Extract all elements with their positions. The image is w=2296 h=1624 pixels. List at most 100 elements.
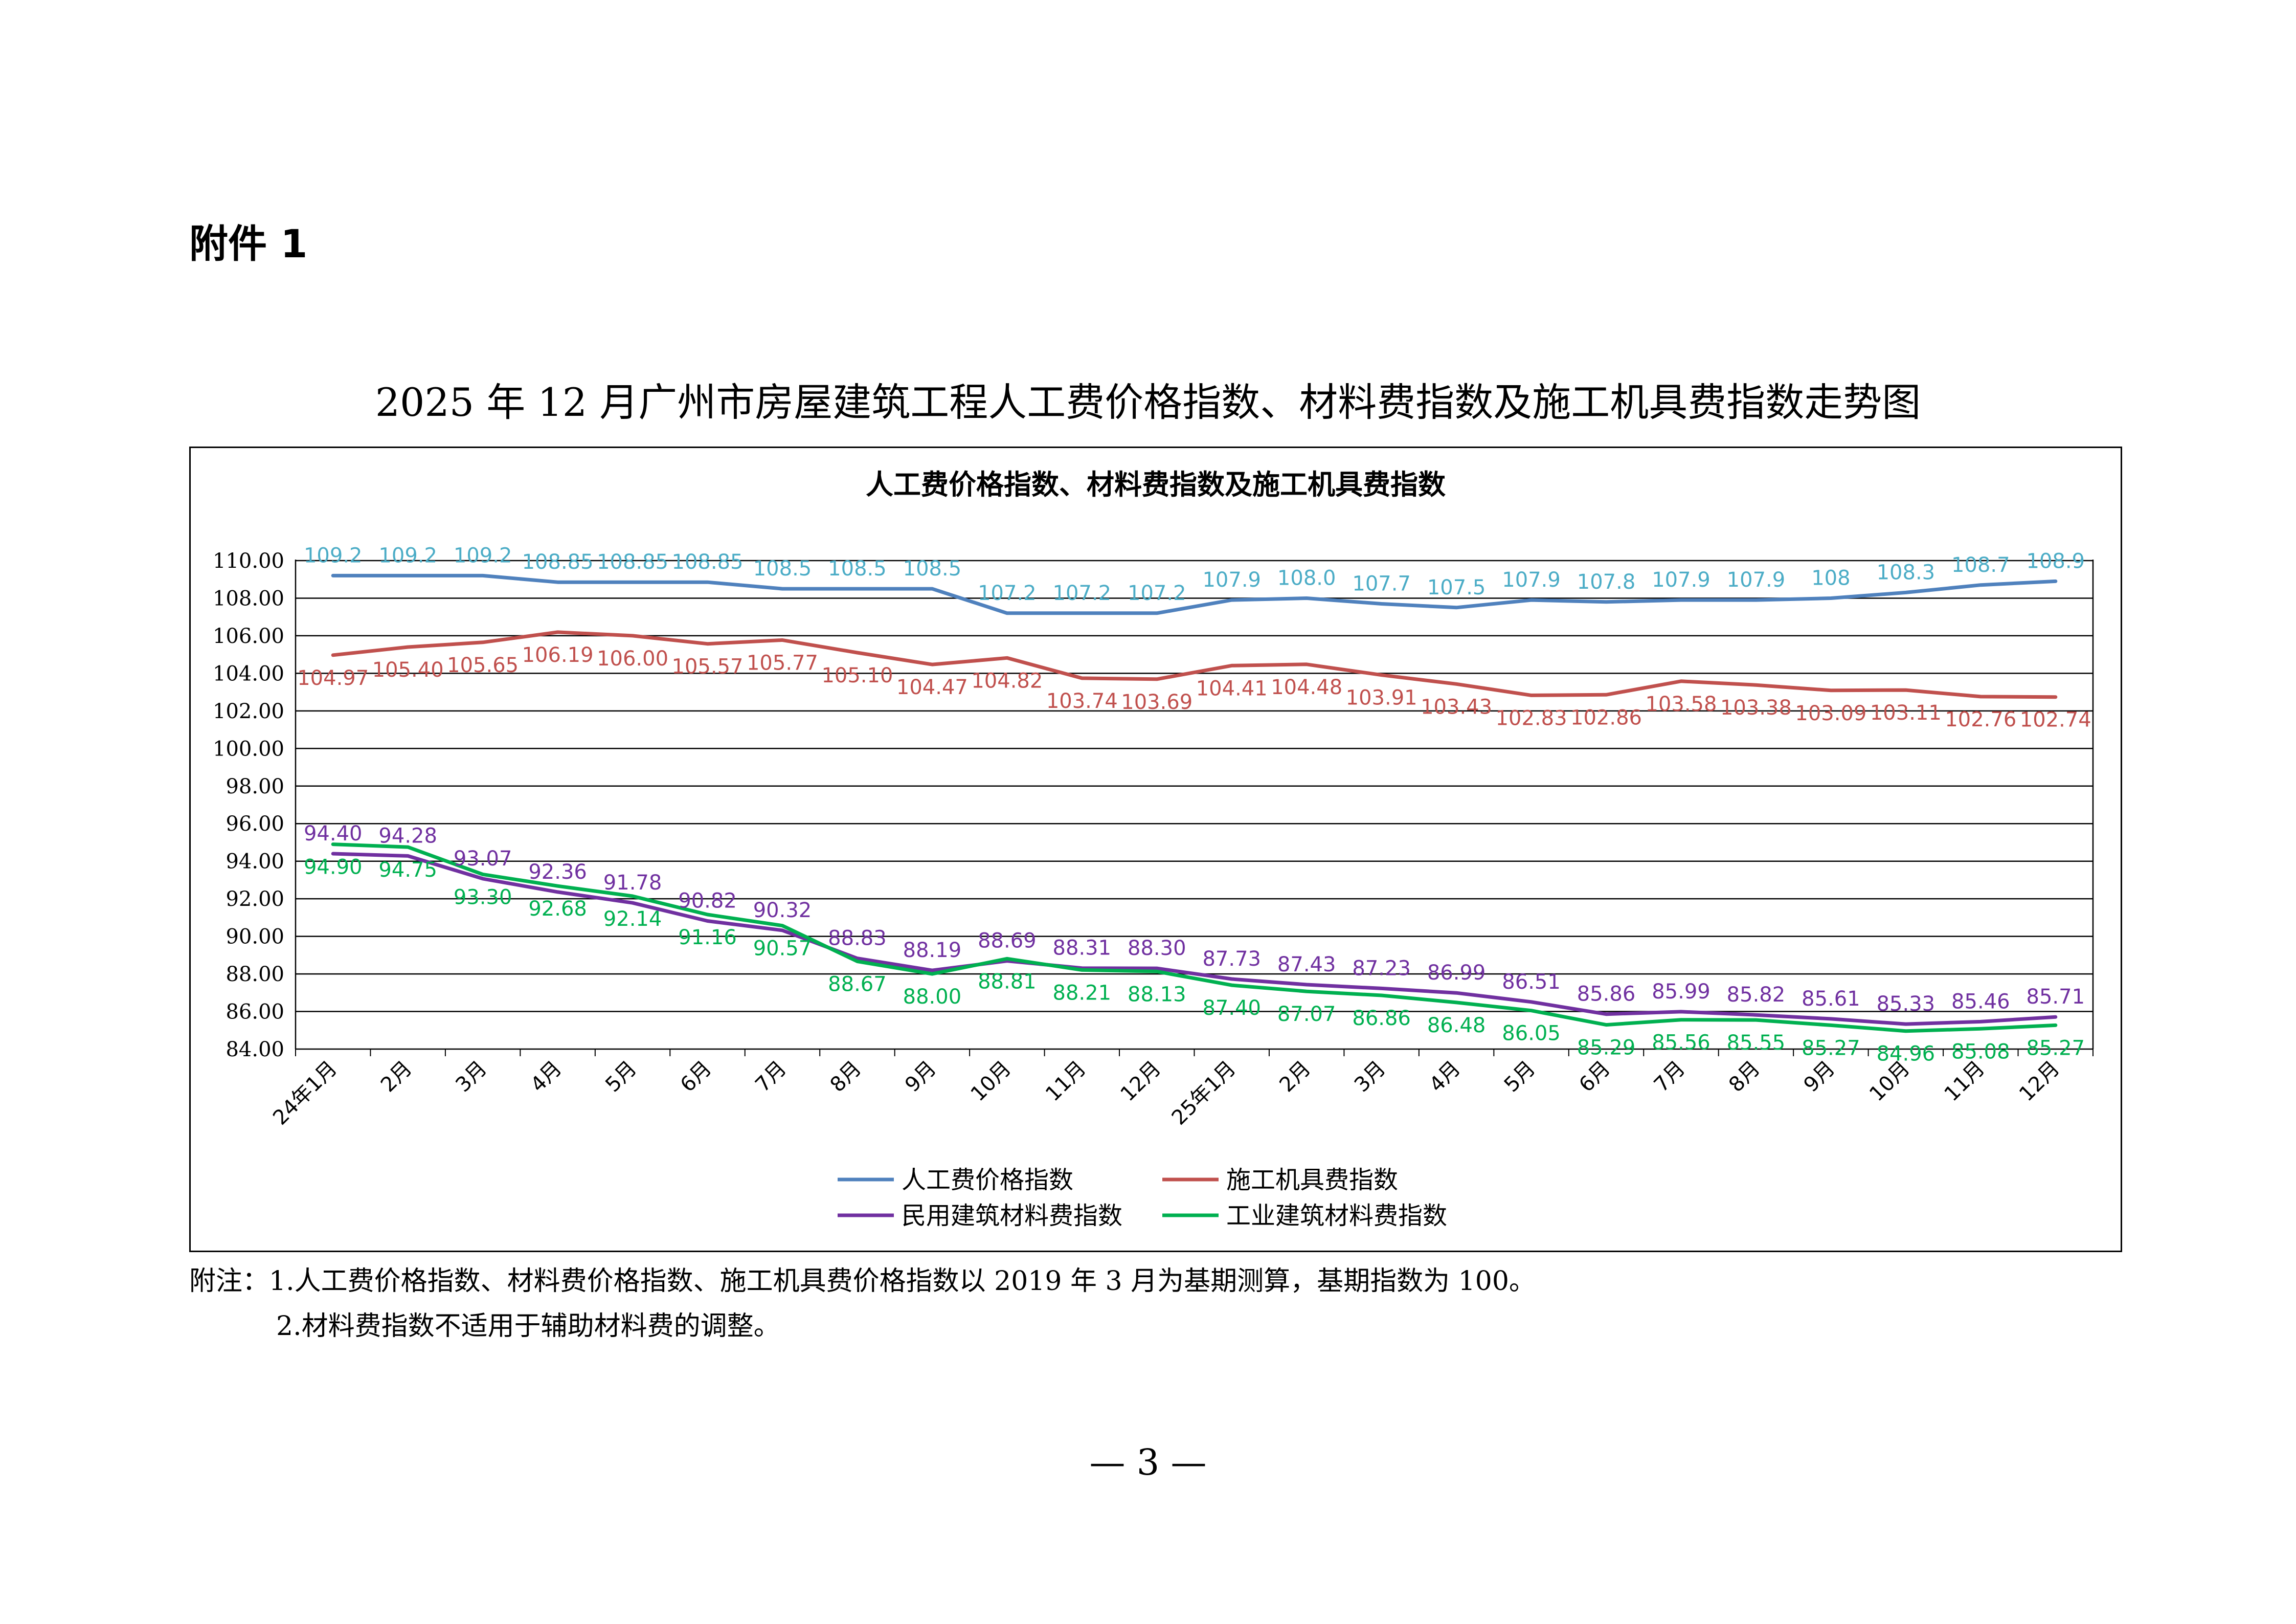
document-title: 2025 年 12 月广州市房屋建筑工程人工费价格指数、材料费指数及施工机具费指… — [375, 380, 1921, 425]
data-label: 102.74 — [2020, 708, 2091, 732]
data-label: 91.78 — [603, 871, 662, 895]
data-label: 107.2 — [1053, 582, 1112, 605]
data-label: 85.86 — [1577, 983, 1636, 1006]
series-line-2 — [331, 852, 2058, 1026]
data-label: 102.83 — [1496, 706, 1567, 730]
data-label: 105.40 — [372, 658, 444, 682]
y-tick-label: 92.00 — [226, 887, 284, 911]
line-chart: 人工费价格指数、材料费指数及施工机具费指数 84.00 86.00 88.00 90.… — [213, 469, 2094, 1230]
data-label: 108 — [1811, 566, 1850, 590]
data-label: 88.67 — [828, 972, 887, 996]
data-label: 85.27 — [2027, 1036, 2085, 1060]
data-label: 92.68 — [528, 897, 587, 921]
data-label: 103.69 — [1121, 691, 1192, 714]
x-tick-label: 12月 — [1116, 1057, 1166, 1106]
y-tick-label: 86.00 — [226, 1000, 284, 1024]
data-label: 108.5 — [753, 557, 812, 581]
data-label: 104.82 — [971, 669, 1043, 693]
x-tick-label: 2月 — [1275, 1057, 1315, 1097]
data-label: 103.09 — [1795, 702, 1866, 725]
data-label: 103.58 — [1645, 693, 1717, 716]
y-tick-label: 88.00 — [226, 963, 284, 986]
data-label: 106.00 — [597, 647, 668, 671]
data-label: 94.40 — [304, 822, 363, 846]
data-label: 103.74 — [1046, 689, 1118, 713]
data-label: 85.27 — [1802, 1036, 1860, 1060]
y-tick-label: 108.00 — [213, 587, 284, 610]
data-label: 108.5 — [828, 557, 887, 581]
data-label: 92.36 — [528, 860, 587, 884]
data-label: 90.82 — [678, 889, 737, 913]
x-tick-label: 10月 — [966, 1057, 1016, 1106]
data-label: 88.19 — [903, 939, 962, 962]
data-label: 94.28 — [378, 824, 437, 848]
y-tick-label: 98.00 — [226, 775, 284, 798]
y-tick-label: 96.00 — [226, 812, 284, 836]
data-label: 87.43 — [1277, 953, 1336, 976]
data-label: 88.00 — [903, 985, 962, 1009]
data-label: 94.75 — [378, 858, 437, 882]
data-label: 85.08 — [1951, 1040, 2010, 1063]
y-tick-label: 90.00 — [226, 925, 284, 949]
data-label: 85.56 — [1652, 1031, 1710, 1055]
chart-frame: 人工费价格指数、材料费指数及施工机具费指数 84.00 86.00 88.00 90.… — [189, 447, 2122, 1252]
data-label: 107.2 — [1128, 582, 1186, 605]
data-label: 91.16 — [678, 926, 737, 949]
data-label: 94.90 — [304, 856, 363, 879]
data-label: 108.85 — [522, 550, 594, 574]
data-label: 88.81 — [978, 970, 1037, 993]
data-label: 103.38 — [1720, 696, 1792, 720]
data-label: 87.73 — [1202, 947, 1261, 971]
x-tick-label: 11月 — [1940, 1057, 1990, 1106]
y-axis: 84.00 86.00 88.00 90.00 92.00 94.00 96.00 98.00… — [213, 549, 284, 1061]
x-tick-label: 7月 — [751, 1057, 791, 1097]
data-label: 107.7 — [1352, 572, 1411, 595]
data-label: 107.2 — [978, 582, 1037, 605]
data-label: 93.30 — [454, 885, 512, 909]
data-label: 103.43 — [1421, 695, 1492, 719]
data-label: 108.7 — [1951, 553, 2010, 577]
x-tick-label: 3月 — [1350, 1057, 1390, 1097]
y-tick-label: 100.00 — [213, 737, 284, 761]
series-line-0 — [331, 573, 2058, 615]
data-label: 93.07 — [454, 847, 512, 871]
x-tick-label: 24年1月 — [268, 1057, 342, 1130]
data-label: 109.2 — [454, 544, 512, 567]
data-label: 88.83 — [828, 927, 887, 950]
data-label: 105.65 — [447, 654, 519, 677]
x-tick-label: 4月 — [1425, 1057, 1465, 1097]
data-label: 85.82 — [1727, 983, 1786, 1007]
series-line-1 — [331, 630, 2058, 699]
data-label: 88.13 — [1128, 983, 1186, 1006]
data-label: 85.46 — [1951, 990, 2010, 1013]
series-lines — [331, 573, 2058, 1033]
data-label: 107.9 — [1652, 568, 1710, 592]
x-tick-label: 7月 — [1650, 1057, 1690, 1097]
data-label: 102.76 — [1945, 708, 2016, 731]
chart-title: 人工费价格指数、材料费指数及施工机具费指数 — [866, 469, 1446, 501]
data-label: 108.85 — [597, 550, 668, 574]
data-label: 104.48 — [1271, 676, 1342, 699]
x-tick-label: 9月 — [901, 1057, 941, 1097]
legend-label: 工业建筑材料费指数 — [1226, 1202, 1447, 1230]
data-label: 108.9 — [2027, 549, 2085, 573]
data-label: 85.99 — [1652, 980, 1710, 1004]
attachment-label: 附件 1 — [189, 221, 308, 266]
data-label: 106.19 — [522, 643, 594, 667]
x-tick-label: 2月 — [376, 1057, 417, 1097]
data-label: 104.47 — [896, 676, 968, 699]
legend-label: 施工机具费指数 — [1226, 1166, 1398, 1194]
data-label: 88.69 — [978, 929, 1037, 953]
x-axis: 24年1月 2月 3月 4月 5月 6月 7月 8月 9月 10月 11月 12月 25年1月 2月 3月 4… — [268, 1049, 2094, 1130]
data-label: 103.91 — [1346, 686, 1417, 710]
data-label: 88.31 — [1053, 937, 1112, 960]
data-label: 107.8 — [1577, 570, 1636, 594]
data-label: 107.9 — [1727, 568, 1786, 592]
data-label: 92.14 — [603, 907, 662, 931]
data-label: 86.99 — [1427, 961, 1486, 985]
x-tick-label: 11月 — [1041, 1057, 1091, 1106]
legend-label: 民用建筑材料费指数 — [902, 1202, 1122, 1230]
y-tick-label: 94.00 — [226, 850, 284, 874]
data-label: 87.07 — [1277, 1003, 1336, 1026]
data-label: 108.0 — [1277, 566, 1336, 590]
